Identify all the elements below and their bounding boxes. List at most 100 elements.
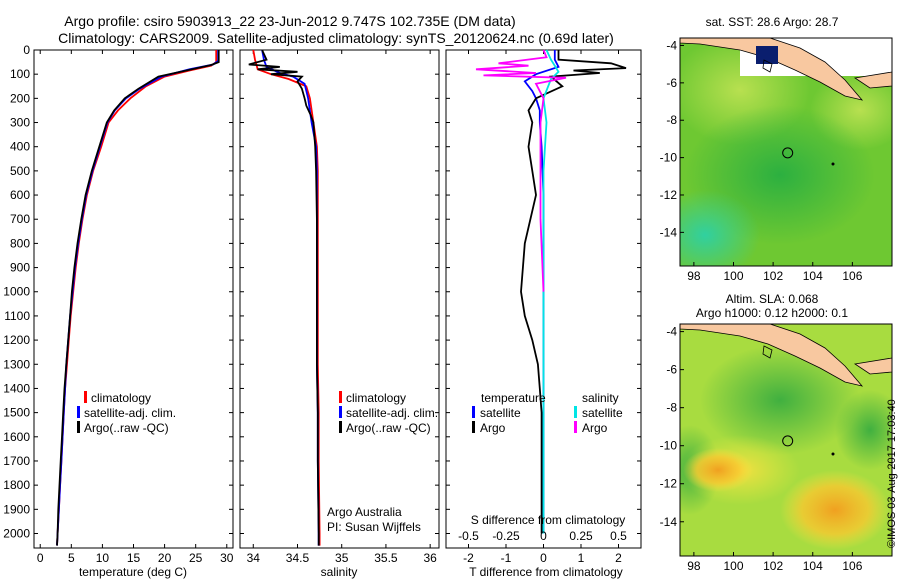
map-y-tick-label: -8 <box>666 113 677 127</box>
map-x-tick-label: 100 <box>723 269 743 283</box>
x-tick-label: 35.5 <box>374 551 398 565</box>
sla-map-title: Altim. SLA: 0.068 <box>726 292 819 306</box>
salinity-plot: 34 34.5 35 35.5 36 <box>240 49 439 565</box>
depth-tick-label: 800 <box>10 236 30 250</box>
salinity-panel-frame <box>239 49 440 549</box>
x-tick-label: 25 <box>189 551 203 565</box>
map-y-tick-label: -4 <box>666 38 677 52</box>
legend-label-satellite: satellite-adj. clim. <box>84 406 176 420</box>
depth-tick-label: 1900 <box>3 502 30 516</box>
x-tick-label: -2 <box>463 551 474 565</box>
map-y-tick-label: -10 <box>660 439 678 453</box>
series-line-temperature-argo <box>520 50 627 534</box>
temperature-plot: 0 5 10 15 20 25 30 <box>34 49 234 565</box>
s-tick-label: -0.25 <box>492 529 520 543</box>
island-dot <box>831 452 835 456</box>
island-dot <box>831 162 835 166</box>
series-line-argo-raw-qc- <box>56 50 220 546</box>
x-tick-label: 30 <box>220 551 234 565</box>
sla-map-axes: 98 100 102 104 106 -4 -6 -8 -10 -12 -14 <box>660 325 863 573</box>
island-outline <box>762 345 773 359</box>
x-tick-label: 15 <box>127 551 141 565</box>
legend-swatch-satellite <box>339 406 342 418</box>
sla-green-patch <box>700 345 860 455</box>
legend-swatch-climatology <box>339 391 342 403</box>
x-tick-label: 34 <box>247 551 261 565</box>
figure-title-line2: Climatology: CARS2009. Satellite-adjuste… <box>58 30 614 46</box>
depth-tick-label: 700 <box>10 212 30 226</box>
map-x-tick-label: 102 <box>763 269 783 283</box>
legend-swatch-t-argo <box>472 421 475 433</box>
sst-float-marker <box>782 147 794 159</box>
difference-legend-salinity: salinity satellite Argo <box>574 391 623 435</box>
series-line-argo-raw-qc- <box>248 49 320 546</box>
depth-tick-label: 400 <box>10 140 30 154</box>
legend-swatch-s-argo <box>574 421 577 433</box>
legend-label-argo: Argo(..raw -QC) <box>346 421 431 435</box>
map-y-tick-label: -6 <box>666 76 677 90</box>
sla-green-patch <box>835 390 892 470</box>
map-x-tick-label: 102 <box>763 559 783 573</box>
attribution-line2: PI: Susan Wijffels <box>327 520 421 534</box>
x-tick-label: 35 <box>335 551 349 565</box>
depth-axis: 0 100 200 300 400 500 600 700 800 900 1000 1100 1200… <box>3 43 30 540</box>
map-x-tick-label: 98 <box>687 269 701 283</box>
legend-title-salinity: salinity <box>582 391 619 405</box>
depth-tick-label: 900 <box>10 261 30 275</box>
attribution-line1: Argo Australia <box>327 505 402 519</box>
depth-tick-label: 1600 <box>3 430 30 444</box>
map-x-tick-label: 100 <box>723 559 743 573</box>
legend-swatch-climatology <box>84 391 87 403</box>
legend-swatch-s-satellite <box>574 406 577 418</box>
x-tick-label: 10 <box>96 551 110 565</box>
sumatra-land <box>680 324 864 387</box>
legend-swatch-argo <box>77 421 80 433</box>
imos-timestamp: ©IMOS 03-Aug-2017 17:03:40 <box>886 399 898 548</box>
legend-label-satellite: satellite-adj. clim. <box>346 406 438 420</box>
figure-title-line1: Argo profile: csiro 5903913_22 23-Jun-20… <box>64 13 515 29</box>
depth-tick-label: 1000 <box>3 285 30 299</box>
x-tick-label: 1 <box>578 551 585 565</box>
s-tick-label: 0.25 <box>569 529 593 543</box>
legend-label-s-argo: Argo <box>582 421 608 435</box>
salinity-xlabel: salinity <box>321 565 358 579</box>
map-x-tick-label: 106 <box>842 269 862 283</box>
temperature-legend: climatology satellite-adj. clim. Argo(..… <box>77 391 176 435</box>
x-tick-label: 2 <box>615 551 622 565</box>
map-x-tick-label: 104 <box>803 559 823 573</box>
difference-xlabel: T difference from climatology <box>469 565 623 579</box>
depth-tick-label: 1300 <box>3 357 30 371</box>
sla-orange-patch <box>683 448 753 492</box>
depth-tick-label: 300 <box>10 116 30 130</box>
map-y-tick-label: -8 <box>666 401 677 415</box>
temperature-xlabel: temperature (deg C) <box>79 565 187 579</box>
depth-tick-label: 1400 <box>3 381 30 395</box>
x-tick-label: -1 <box>501 551 512 565</box>
x-tick-label: 36 <box>423 551 437 565</box>
sst-map-axes: 98 100 102 104 106 -4 -6 -8 -10 -12 -14 <box>660 38 863 283</box>
salinity-legend: climatology satellite-adj. clim. Argo(..… <box>339 391 438 435</box>
x-tick-label: 5 <box>68 551 75 565</box>
depth-tick-label: 200 <box>10 91 30 105</box>
map-x-tick-label: 106 <box>842 559 862 573</box>
difference-xlabel-top: S difference from climatology <box>471 513 626 527</box>
sst-map-title: sat. SST: 28.6 Argo: 28.7 <box>706 15 839 29</box>
s-tick-label: -0.5 <box>458 529 479 543</box>
map-y-tick-label: -4 <box>666 325 677 339</box>
legend-swatch-argo <box>339 421 342 433</box>
depth-tick-label: 1100 <box>4 309 30 323</box>
x-tick-label: 0 <box>540 551 547 565</box>
legend-label-s-satellite: satellite <box>582 406 623 420</box>
map-y-tick-label: -12 <box>660 477 678 491</box>
s-tick-label: 0 <box>540 529 547 543</box>
depth-tick-label: 2000 <box>3 526 30 540</box>
legend-label-t-satellite: satellite <box>480 406 521 420</box>
map-y-tick-label: -14 <box>660 515 678 529</box>
map-x-tick-label: 98 <box>687 559 701 573</box>
sla-map <box>680 324 892 556</box>
sla-orange-patch <box>780 470 890 550</box>
map-y-tick-label: -6 <box>666 363 677 377</box>
depth-tick-label: 0 <box>23 43 30 57</box>
depth-tick-label: 600 <box>10 188 30 202</box>
sla-float-marker <box>782 435 794 447</box>
